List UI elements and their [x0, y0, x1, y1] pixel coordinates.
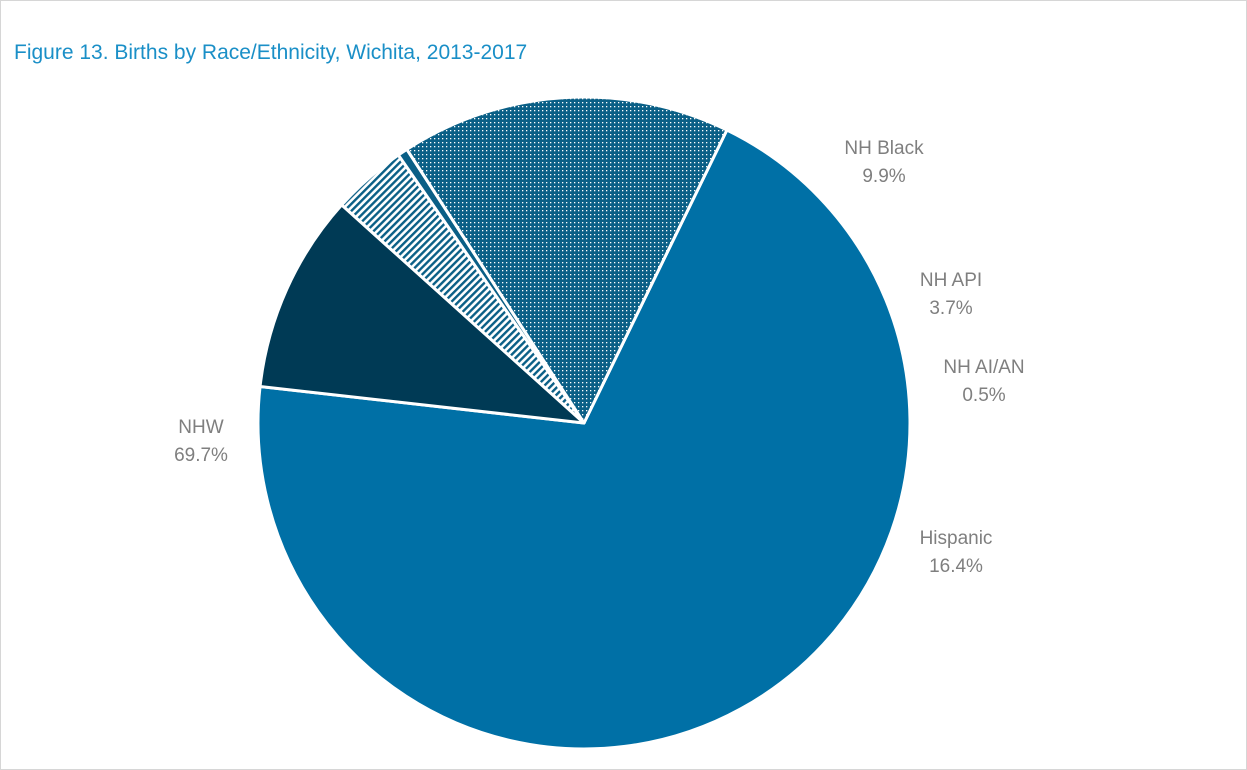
slice-label-nh-black: NH Black — [844, 138, 924, 159]
slice-label-nhw: NHW — [178, 417, 223, 438]
slice-value-nhw: 69.7% — [174, 445, 228, 466]
slice-label-nh-ai-an: NH AI/AN — [943, 357, 1024, 378]
slice-value-nh-api: 3.7% — [929, 298, 972, 319]
pie-slice-nhw — [256, 128, 912, 751]
slice-label-nh-api: NH API — [920, 270, 982, 291]
pie-labels: NHW 69.7% NH Black 9.9% NH API 3.7% NH AI/AN 0.… — [174, 138, 1025, 577]
pie-slices — [256, 95, 912, 751]
chart-title: Figure 13. Births by Race/Ethnicity, Wic… — [14, 41, 528, 64]
slice-value-hispanic: 16.4% — [929, 556, 983, 577]
slice-value-nh-black: 9.9% — [862, 166, 905, 187]
pie-slice-nh-black — [258, 203, 586, 425]
slice-label-hispanic: Hispanic — [920, 528, 993, 549]
slice-value-nh-ai-an: 0.5% — [962, 385, 1005, 406]
pie-slice-hispanic — [405, 95, 729, 425]
